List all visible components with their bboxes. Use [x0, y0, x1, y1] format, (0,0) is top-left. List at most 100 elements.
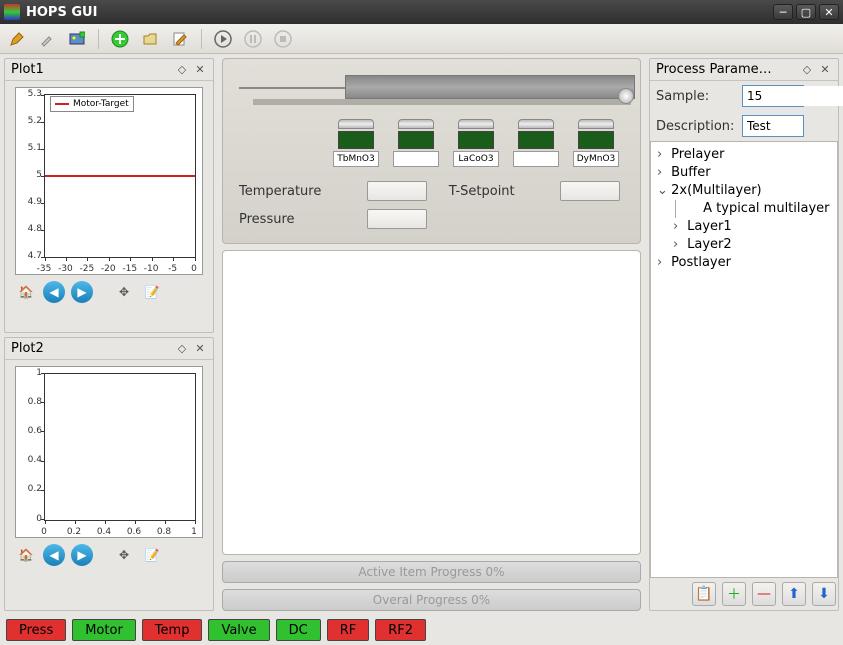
- status-rf[interactable]: RF: [327, 619, 370, 641]
- sample-spinner[interactable]: ▲▼: [742, 85, 804, 107]
- left-column: Plot1 ◇ ✕ Motor-Target 4.74.84.955.15.25…: [0, 54, 218, 615]
- process-panel: Process Parame… ◇ ✕ Sample: ▲▼ Descripti: [649, 58, 839, 611]
- open-icon[interactable]: [139, 28, 161, 50]
- tree-item[interactable]: A typical multilayer: [653, 200, 835, 218]
- image-icon[interactable]: [66, 28, 88, 50]
- target[interactable]: TbMnO3: [333, 119, 379, 167]
- tsetpoint-label: T-Setpoint: [449, 184, 542, 199]
- plot1-toolbar: 🏠 ◀ ▶ ✥ 📝: [5, 279, 213, 309]
- process-title: Process Parame…: [656, 62, 772, 77]
- close-icon[interactable]: ✕: [193, 63, 207, 77]
- home-icon[interactable]: 🏠: [15, 544, 37, 566]
- active-progress: Active Item Progress 0%: [222, 561, 641, 583]
- play-icon[interactable]: [212, 28, 234, 50]
- stop-icon[interactable]: [272, 28, 294, 50]
- undock-icon[interactable]: ◇: [800, 63, 814, 77]
- forward-icon[interactable]: ▶: [71, 281, 93, 303]
- forward-icon[interactable]: ▶: [71, 544, 93, 566]
- close-button[interactable]: ✕: [819, 4, 839, 20]
- target[interactable]: [513, 119, 559, 167]
- app-icon: [4, 4, 20, 20]
- active-progress-label: Active Item Progress 0%: [358, 565, 504, 579]
- target-label: DyMnO3: [573, 151, 619, 167]
- pressure-label: Pressure: [239, 212, 349, 227]
- close-icon[interactable]: ✕: [818, 63, 832, 77]
- plot1-header: Plot1 ◇ ✕: [5, 59, 213, 81]
- status-temp[interactable]: Temp: [142, 619, 203, 641]
- plot2-area: 00.20.40.60.81 00.20.40.60.81: [15, 366, 203, 538]
- body: Plot1 ◇ ✕ Motor-Target 4.74.84.955.15.25…: [0, 54, 843, 615]
- maximize-button[interactable]: ▢: [796, 4, 816, 20]
- status-press[interactable]: Press: [6, 619, 66, 641]
- edit-icon[interactable]: [6, 28, 28, 50]
- move-up-button[interactable]: ⬆: [782, 582, 806, 606]
- config-icon[interactable]: 📝: [141, 544, 163, 566]
- edit2-icon[interactable]: [169, 28, 191, 50]
- move-down-button[interactable]: ⬇: [812, 582, 836, 606]
- pressure-input[interactable]: [367, 209, 427, 229]
- target-shelf: [239, 69, 624, 115]
- add-button[interactable]: ＋: [722, 582, 746, 606]
- pause-icon[interactable]: [242, 28, 264, 50]
- middle-column: TbMnO3 LaCoO3 DyMnO3 Temperature T-Setpoin…: [218, 54, 645, 615]
- targets-row: TbMnO3 LaCoO3 DyMnO3: [333, 119, 624, 167]
- target[interactable]: DyMnO3: [573, 119, 619, 167]
- back-icon[interactable]: ◀: [43, 281, 65, 303]
- status-rf2[interactable]: RF2: [375, 619, 426, 641]
- target-label: LaCoO3: [453, 151, 499, 167]
- titlebar: HOPS GUI ─ ▢ ✕: [0, 0, 843, 24]
- paste-button[interactable]: 📋: [692, 582, 716, 606]
- plot2-title: Plot2: [11, 341, 44, 356]
- close-icon[interactable]: ✕: [193, 341, 207, 355]
- process-tree[interactable]: › Prelayer› Buffer⌄ 2x(Multilayer) A typ…: [650, 141, 838, 578]
- main-window: HOPS GUI ─ ▢ ✕ Plot1: [0, 0, 843, 645]
- minimize-button[interactable]: ─: [773, 4, 793, 20]
- back-icon[interactable]: ◀: [43, 544, 65, 566]
- toolbar-sep: [201, 29, 202, 49]
- eyedrop-icon[interactable]: [36, 28, 58, 50]
- target-label: TbMnO3: [333, 151, 379, 167]
- plot2-header: Plot2 ◇ ✕: [5, 338, 213, 360]
- target[interactable]: [393, 119, 439, 167]
- status-motor[interactable]: Motor: [72, 619, 136, 641]
- toolbar-sep: [98, 29, 99, 49]
- status-dc[interactable]: DC: [276, 619, 321, 641]
- deposition-panel: TbMnO3 LaCoO3 DyMnO3 Temperature T-Setpoin…: [222, 58, 641, 244]
- pan-icon[interactable]: ✥: [113, 281, 135, 303]
- target-label: [393, 151, 439, 167]
- plot1-panel: Plot1 ◇ ✕ Motor-Target 4.74.84.955.15.25…: [4, 58, 214, 333]
- content: Plot1 ◇ ✕ Motor-Target 4.74.84.955.15.25…: [0, 24, 843, 645]
- process-header: Process Parame… ◇ ✕: [650, 59, 838, 81]
- plot2-toolbar: 🏠 ◀ ▶ ✥ 📝: [5, 542, 213, 572]
- plot1-area: Motor-Target 4.74.84.955.15.25.3 -35-30-…: [15, 87, 203, 275]
- remove-button[interactable]: —: [752, 582, 776, 606]
- temperature-label: Temperature: [239, 184, 349, 199]
- undock-icon[interactable]: ◇: [175, 341, 189, 355]
- undock-icon[interactable]: ◇: [175, 63, 189, 77]
- target-label: [513, 151, 559, 167]
- temperature-input[interactable]: [367, 181, 427, 201]
- tree-item[interactable]: › Prelayer: [653, 146, 835, 164]
- tree-item[interactable]: › Layer2: [653, 236, 835, 254]
- overall-progress: Overal Progress 0%: [222, 589, 641, 611]
- sample-label: Sample:: [656, 89, 736, 104]
- main-toolbar: [0, 24, 843, 54]
- right-column: Process Parame… ◇ ✕ Sample: ▲▼ Descripti: [645, 54, 843, 615]
- pan-icon[interactable]: ✥: [113, 544, 135, 566]
- desc-input[interactable]: [742, 115, 804, 137]
- sample-row: Sample: ▲▼: [650, 81, 838, 111]
- output-area: [222, 250, 641, 555]
- readouts: Temperature T-Setpoint Pressure: [239, 181, 624, 229]
- config-icon[interactable]: 📝: [141, 281, 163, 303]
- home-icon[interactable]: 🏠: [15, 281, 37, 303]
- tree-item[interactable]: › Buffer: [653, 164, 835, 182]
- status-valve[interactable]: Valve: [208, 619, 269, 641]
- sample-input[interactable]: [743, 86, 843, 106]
- tree-item[interactable]: › Postlayer: [653, 254, 835, 272]
- target[interactable]: LaCoO3: [453, 119, 499, 167]
- add-icon[interactable]: [109, 28, 131, 50]
- plot2-panel: Plot2 ◇ ✕ 00.20.40.60.81 00.20.40.60.81 …: [4, 337, 214, 612]
- tree-item[interactable]: ⌄ 2x(Multilayer): [653, 182, 835, 200]
- tsetpoint-input[interactable]: [560, 181, 620, 201]
- tree-item[interactable]: › Layer1: [653, 218, 835, 236]
